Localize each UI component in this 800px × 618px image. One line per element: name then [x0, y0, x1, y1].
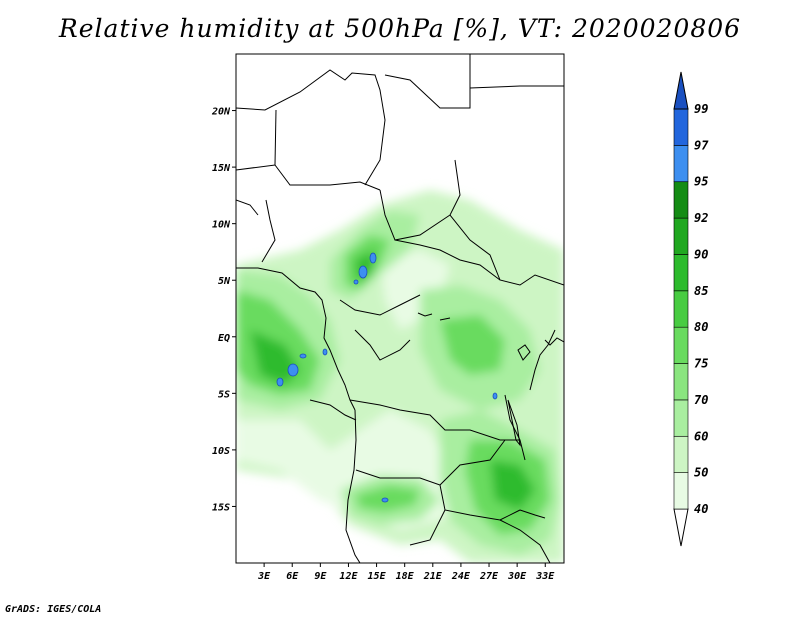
colorbar-cell: [673, 508, 689, 547]
colorbar-cell: [673, 399, 689, 437]
lon-tick-label: 15E: [368, 571, 387, 582]
colorbar-cell: [673, 435, 689, 473]
colorbar-cell: [673, 71, 689, 110]
colorbar-cell: [673, 254, 689, 292]
map-frame: [235, 53, 565, 564]
lon-tick-label: 27E: [479, 571, 499, 582]
lon-tick-label: 3E: [257, 571, 271, 582]
lon-tick-label: 33E: [535, 571, 555, 582]
lat-tick-label: EQ: [218, 333, 230, 344]
colorbar-label: 70: [694, 393, 708, 407]
colorbar-label: 97: [694, 138, 709, 152]
lat-tick-label: 5S: [218, 389, 230, 400]
lon-tick-label: 21E: [423, 571, 443, 582]
lat-tick-label: 5N: [218, 276, 231, 287]
colorbar-label: 80: [694, 320, 708, 334]
colorbar-label: 95: [694, 175, 708, 189]
lon-tick-label: 12E: [339, 571, 358, 582]
map-title: Relative humidity at 500hPa [%], VT: 202…: [58, 14, 742, 43]
grads-credit: GrADS: IGES/COLA: [5, 604, 102, 615]
colorbar-cell: [673, 326, 689, 364]
coastlines: [236, 54, 564, 563]
lat-tick-label: 15N: [212, 163, 231, 174]
lon-tick-label: 30E: [507, 571, 527, 582]
saturation-patches: [276, 252, 498, 503]
lat-tick-label: 15S: [212, 502, 230, 513]
colorbar-cell: [673, 108, 689, 146]
humidity-field: [236, 54, 564, 563]
colorbar-label: 99: [694, 102, 708, 116]
colorbar-label: 40: [694, 502, 708, 516]
colorbar-cell: [673, 217, 689, 255]
colorbar-label: 85: [694, 284, 708, 298]
colorbar-label: 50: [694, 466, 708, 480]
lat-tick-label: 10S: [212, 446, 230, 457]
lat-tick-label: 10N: [212, 220, 231, 231]
lon-axis: 3E 6E 9E 12E 15E 18E 21E 24E 27E 30E 33E: [257, 563, 555, 582]
lat-tick-label: 20N: [211, 107, 231, 118]
lon-tick-label: 24E: [451, 571, 471, 582]
colorbar-cell: [673, 472, 689, 510]
lat-axis: 20N 15N 10N 5N EQ 5S 10S 15S: [211, 107, 236, 513]
colorbar-label: 92: [694, 211, 708, 225]
lon-tick-label: 6E: [286, 571, 299, 582]
colorbar-cell: [673, 181, 689, 219]
lon-tick-label: 9E: [314, 571, 327, 582]
colorbar-cell: [673, 363, 689, 401]
colorbar-label: 90: [694, 247, 708, 261]
colorbar-label: 60: [694, 429, 708, 443]
colorbar: 40 50 60 70 75 80 85 90 92 95 97 99: [673, 71, 709, 547]
lon-tick-label: 18E: [396, 571, 415, 582]
colorbar-label: 75: [694, 357, 708, 371]
colorbar-cell: [673, 290, 689, 328]
colorbar-cell: [673, 145, 689, 183]
